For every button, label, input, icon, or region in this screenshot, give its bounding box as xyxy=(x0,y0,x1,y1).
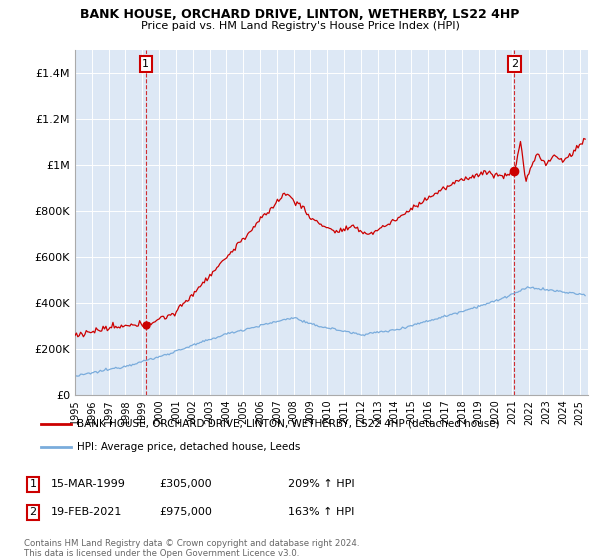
Text: 1: 1 xyxy=(29,479,37,489)
Text: 2: 2 xyxy=(29,507,37,517)
Text: £975,000: £975,000 xyxy=(159,507,212,517)
Text: 15-MAR-1999: 15-MAR-1999 xyxy=(51,479,126,489)
Text: HPI: Average price, detached house, Leeds: HPI: Average price, detached house, Leed… xyxy=(77,442,301,452)
Text: 19-FEB-2021: 19-FEB-2021 xyxy=(51,507,122,517)
Text: Price paid vs. HM Land Registry's House Price Index (HPI): Price paid vs. HM Land Registry's House … xyxy=(140,21,460,31)
Text: BANK HOUSE, ORCHARD DRIVE, LINTON, WETHERBY, LS22 4HP: BANK HOUSE, ORCHARD DRIVE, LINTON, WETHE… xyxy=(80,8,520,21)
Text: 209% ↑ HPI: 209% ↑ HPI xyxy=(288,479,355,489)
Text: 2: 2 xyxy=(511,59,518,69)
Text: 163% ↑ HPI: 163% ↑ HPI xyxy=(288,507,355,517)
Text: £305,000: £305,000 xyxy=(159,479,212,489)
Text: 1: 1 xyxy=(142,59,149,69)
Text: Contains HM Land Registry data © Crown copyright and database right 2024.
This d: Contains HM Land Registry data © Crown c… xyxy=(24,539,359,558)
Text: BANK HOUSE, ORCHARD DRIVE, LINTON, WETHERBY, LS22 4HP (detached house): BANK HOUSE, ORCHARD DRIVE, LINTON, WETHE… xyxy=(77,419,500,429)
